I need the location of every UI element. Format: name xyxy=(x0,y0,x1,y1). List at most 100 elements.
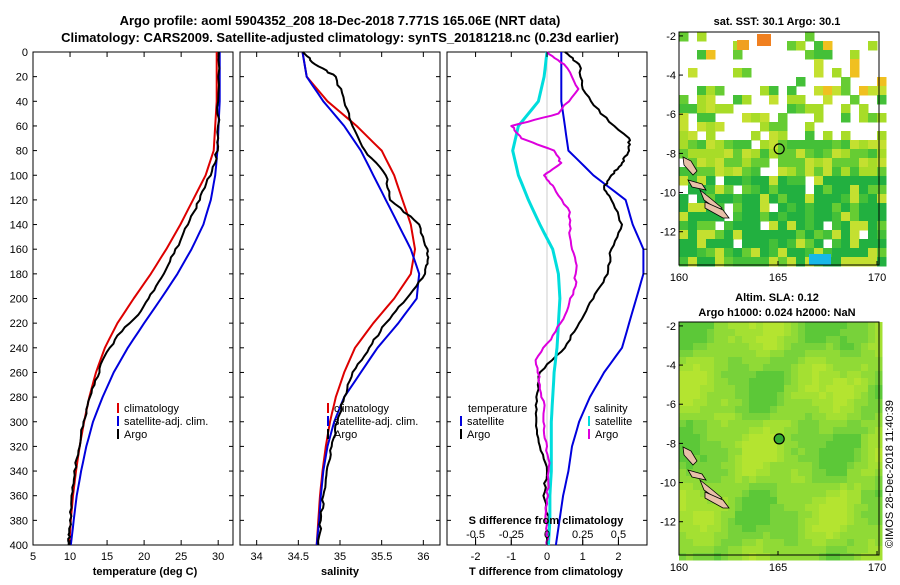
sla-cell xyxy=(812,371,820,379)
sla-cell xyxy=(700,420,708,428)
sla-cell xyxy=(735,392,743,400)
sst-cell xyxy=(841,113,851,123)
sla-cell xyxy=(707,525,715,533)
sst-cell xyxy=(706,149,716,159)
sla-cell xyxy=(791,329,799,337)
sst-cell xyxy=(751,248,761,258)
sla-cell xyxy=(756,476,764,484)
sla-cell xyxy=(805,371,813,379)
sla-cell xyxy=(840,427,848,435)
argo-location-marker xyxy=(773,433,785,445)
sla-cell xyxy=(833,378,841,386)
sla-cell xyxy=(693,441,701,449)
lat-tick-label: -12 xyxy=(660,227,676,239)
sla-cell xyxy=(735,553,743,561)
sla-cell xyxy=(742,364,750,372)
sla-cell xyxy=(770,343,778,351)
sla-cell xyxy=(735,427,743,435)
sla-cell xyxy=(686,364,694,372)
sla-cell xyxy=(728,525,736,533)
sst-cell xyxy=(769,185,779,195)
lon-tick-label: 165 xyxy=(769,562,787,574)
sst-cell xyxy=(769,239,779,249)
sla-cell xyxy=(812,448,820,456)
sst-cell xyxy=(832,221,842,231)
sla-cell xyxy=(763,553,771,561)
sst-cell xyxy=(742,239,752,249)
sst-cell xyxy=(697,158,707,168)
sla-cell xyxy=(868,441,876,449)
sla-cell xyxy=(756,406,764,414)
sla-cell xyxy=(756,364,764,372)
sst-cell xyxy=(715,212,725,222)
sla-cell xyxy=(854,483,862,491)
sla-cell xyxy=(861,518,869,526)
sla-cell xyxy=(826,497,834,505)
sla-cell xyxy=(714,406,722,414)
sla-cell xyxy=(749,455,757,463)
sla-cell xyxy=(728,546,736,554)
sla-cell xyxy=(833,497,841,505)
sla-cell xyxy=(749,322,757,330)
sst-cell xyxy=(796,257,806,267)
sla-cell xyxy=(686,462,694,470)
sst-cell xyxy=(832,176,842,186)
sla-cell xyxy=(777,511,785,519)
sst-cell xyxy=(787,176,797,186)
sla-cell xyxy=(707,420,715,428)
depth-tick-label: 100 xyxy=(10,170,28,182)
series-line-climatology xyxy=(301,51,416,546)
sla-cell xyxy=(693,364,701,372)
sla-cell xyxy=(784,469,792,477)
sla-cell xyxy=(798,448,806,456)
sla-cell xyxy=(721,427,729,435)
sla-cell xyxy=(777,441,785,449)
sla-cell xyxy=(854,385,862,393)
sla-cell xyxy=(868,525,876,533)
sla-cell xyxy=(679,448,687,456)
sla-cell xyxy=(798,490,806,498)
sla-cell xyxy=(693,336,701,344)
sla-cell xyxy=(714,413,722,421)
sla-cell xyxy=(819,504,827,512)
sla-cell xyxy=(728,455,736,463)
sla-cell xyxy=(707,532,715,540)
sla-cell xyxy=(861,511,869,519)
sst-cell xyxy=(733,140,743,150)
sla-cell xyxy=(693,553,701,561)
sst-cell xyxy=(841,86,851,96)
sst-cell xyxy=(679,239,689,249)
sla-cell xyxy=(826,469,834,477)
sst-cell xyxy=(814,59,824,69)
sla-cell xyxy=(742,511,750,519)
sst-cell xyxy=(679,167,689,177)
sla-cell xyxy=(749,350,757,358)
sla-cell xyxy=(686,392,694,400)
sla-cell xyxy=(868,329,876,337)
legend-label-climatology: climatology xyxy=(124,403,180,415)
sst-cell xyxy=(778,149,788,159)
sst-cell xyxy=(814,248,824,258)
sla-cell xyxy=(868,532,876,540)
sla-cell xyxy=(861,497,869,505)
sst-cell xyxy=(796,185,806,195)
sst-cell xyxy=(868,176,878,186)
depth-tick-label: 180 xyxy=(10,269,28,281)
sla-cell xyxy=(847,448,855,456)
sla-cell xyxy=(840,378,848,386)
sst-cell xyxy=(760,86,770,96)
sla-cell xyxy=(721,322,729,330)
sla-cell xyxy=(791,504,799,512)
sst-cell xyxy=(805,194,815,204)
sst-cell xyxy=(733,149,743,159)
sst-cell xyxy=(814,203,824,213)
sla-cell xyxy=(686,441,694,449)
sla-cell xyxy=(868,350,876,358)
sla-cell xyxy=(728,350,736,358)
sst-cell xyxy=(787,149,797,159)
sla-cell xyxy=(826,364,834,372)
sla-cell xyxy=(784,378,792,386)
sst-cell xyxy=(733,212,743,222)
sst-cell xyxy=(715,248,725,258)
sst-cell xyxy=(697,257,707,267)
